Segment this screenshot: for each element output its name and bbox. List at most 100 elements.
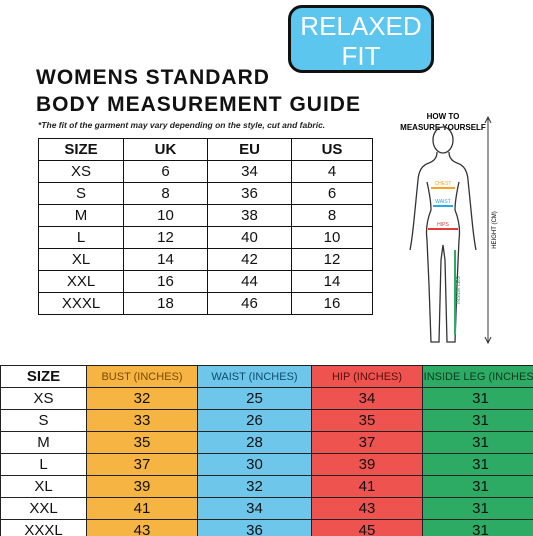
cell: 38 — [207, 204, 292, 227]
figure-title: HOW TO — [427, 112, 460, 121]
cell: 31 — [422, 519, 533, 536]
cell: 32 — [197, 475, 312, 498]
cell: XXXL — [38, 292, 124, 315]
cell: 39 — [311, 453, 423, 476]
fit-badge: RELAXED FIT — [288, 5, 434, 73]
height-arrows — [484, 115, 492, 345]
header-cell: HIP (INCHES) — [311, 365, 423, 388]
cell: 43 — [86, 519, 198, 536]
note: *The fit of the garment may vary dependi… — [38, 120, 326, 130]
cell: 37 — [86, 453, 198, 476]
header-cell: EU — [207, 138, 292, 161]
size-table: SIZE UK EU US XS 6 34 4 S 8 36 6 M 10 38 8 L 12 40 10 XL 14 42… — [38, 138, 373, 315]
cell: 43 — [311, 497, 423, 520]
header-cell: UK — [123, 138, 208, 161]
cell: 10 — [123, 204, 208, 227]
cell: 44 — [207, 270, 292, 293]
cell: 39 — [86, 475, 198, 498]
header-cell: WAIST (INCHES) — [197, 365, 312, 388]
chest-label: CHEST — [435, 181, 452, 187]
cell: M — [38, 204, 124, 227]
hips-label: HIPS — [437, 222, 449, 228]
cell: 40 — [207, 226, 292, 249]
cell: 32 — [86, 387, 198, 410]
silhouette — [409, 126, 477, 343]
cell: 30 — [197, 453, 312, 476]
cell: XL — [0, 475, 87, 498]
cell: 34 — [207, 160, 292, 183]
cell: XL — [38, 248, 124, 271]
title-line: BODY MEASUREMENT GUIDE — [36, 93, 361, 116]
cell: 12 — [291, 248, 373, 271]
waist-label: WAIST — [435, 199, 451, 205]
cell: 14 — [123, 248, 208, 271]
cell: S — [0, 409, 87, 432]
table-row: S 33 26 35 31 — [0, 409, 533, 432]
cell: 42 — [207, 248, 292, 271]
cell: S — [38, 182, 124, 205]
cell: 6 — [291, 182, 373, 205]
cell: XS — [0, 387, 87, 410]
cell: XXL — [38, 270, 124, 293]
header-cell: SIZE — [0, 365, 87, 388]
table-row: XXXL 43 36 45 31 — [0, 519, 533, 536]
cell: 31 — [422, 453, 533, 476]
table-row: XXXL 18 46 16 — [38, 292, 373, 315]
measure-figure: HOW TO MEASURE YOURSELF HEIGHT (CM) CHES… — [400, 112, 498, 345]
table-row: L 12 40 10 — [38, 226, 373, 249]
cell: 36 — [197, 519, 312, 536]
measurement-table: SIZE BUST (INCHES) WAIST (INCHES) HIP (INCH… — [0, 365, 533, 536]
table-row: SIZE BUST (INCHES) WAIST (INCHES) HIP (INCH… — [0, 365, 533, 388]
cell: 8 — [123, 182, 208, 205]
cell: 31 — [422, 475, 533, 498]
cell: 41 — [311, 475, 423, 498]
cell: 33 — [86, 409, 198, 432]
table-row: XS 6 34 4 — [38, 160, 373, 183]
cell: 4 — [291, 160, 373, 183]
cell: 41 — [86, 497, 198, 520]
cell: 35 — [86, 431, 198, 454]
cell: M — [0, 431, 87, 454]
cell: 6 — [123, 160, 208, 183]
cell: 46 — [207, 292, 292, 315]
title-line: WOMENS STANDARD — [36, 66, 270, 89]
cell: 37 — [311, 431, 423, 454]
cell: 28 — [197, 431, 312, 454]
table-row: L 37 30 39 31 — [0, 453, 533, 476]
badge-line: FIT — [341, 41, 381, 71]
cell: 16 — [291, 292, 373, 315]
cell: L — [38, 226, 124, 249]
cell: 31 — [422, 431, 533, 454]
cell: 26 — [197, 409, 312, 432]
cell: 31 — [422, 409, 533, 432]
cell: 10 — [291, 226, 373, 249]
cell: 35 — [311, 409, 423, 432]
table-row: M 10 38 8 — [38, 204, 373, 227]
table-row: XL 14 42 12 — [38, 248, 373, 271]
table-row: SIZE UK EU US — [38, 138, 373, 161]
cell: XS — [38, 160, 124, 183]
table-row: S 8 36 6 — [38, 182, 373, 205]
cell: 14 — [291, 270, 373, 293]
cell: L — [0, 453, 87, 476]
table-row: M 35 28 37 31 — [0, 431, 533, 454]
cell: XXL — [0, 497, 87, 520]
badge-line: RELAXED — [300, 11, 422, 41]
cell: XXXL — [0, 519, 87, 536]
cell: 31 — [422, 497, 533, 520]
table-row: XXL 16 44 14 — [38, 270, 373, 293]
header-cell: INSIDE LEG (INCHES) — [422, 365, 533, 388]
cell: 36 — [207, 182, 292, 205]
cell: 45 — [311, 519, 423, 536]
header-cell: SIZE — [38, 138, 124, 161]
header-cell: US — [291, 138, 373, 161]
cell: 12 — [123, 226, 208, 249]
cell: 16 — [123, 270, 208, 293]
cell: 18 — [123, 292, 208, 315]
table-row: XS 32 25 34 31 — [0, 387, 533, 410]
cell: 25 — [197, 387, 312, 410]
cell: 34 — [311, 387, 423, 410]
cell: 34 — [197, 497, 312, 520]
table-row: XXL 41 34 43 31 — [0, 497, 533, 520]
